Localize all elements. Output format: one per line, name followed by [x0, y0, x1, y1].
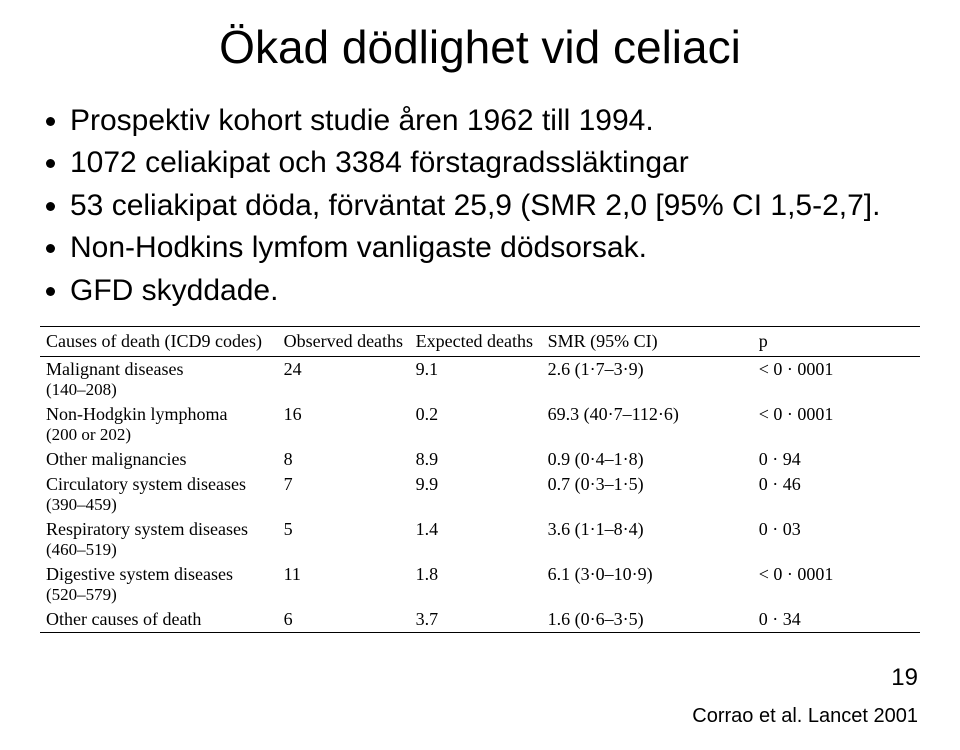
cell-expected: 1.8 — [410, 562, 542, 607]
table-row: Other causes of death63.71.6 (0·6–3·5)0 … — [40, 607, 920, 633]
cell-p: 0 · 94 — [753, 447, 920, 472]
bullet-list: Prospektiv kohort studie åren 1962 till … — [40, 102, 920, 310]
table-row: Circulatory system diseases(390–459)79.9… — [40, 472, 920, 517]
cell-observed: 6 — [278, 607, 410, 633]
cell-observed: 7 — [278, 472, 410, 517]
cell-p: < 0 · 0001 — [753, 402, 920, 447]
cell-cause: Digestive system diseases(520–579) — [40, 562, 278, 607]
cell-expected: 0.2 — [410, 402, 542, 447]
mortality-table: Causes of death (ICD9 codes) Observed de… — [40, 326, 920, 633]
cell-cause: Malignant diseases(140–208) — [40, 356, 278, 402]
cell-smr: 2.6 (1·7–3·9) — [542, 356, 753, 402]
cell-p: 0 · 34 — [753, 607, 920, 633]
table-row: Other malignancies88.90.9 (0·4–1·8)0 · 9… — [40, 447, 920, 472]
col-header-cause: Causes of death (ICD9 codes) — [40, 326, 278, 356]
cell-smr: 3.6 (1·1–8·4) — [542, 517, 753, 562]
cell-observed: 5 — [278, 517, 410, 562]
table-row: Digestive system diseases(520–579)111.86… — [40, 562, 920, 607]
cell-p: < 0 · 0001 — [753, 562, 920, 607]
table-row: Non-Hodgkin lymphoma(200 or 202)160.269.… — [40, 402, 920, 447]
cell-cause: Respiratory system diseases(460–519) — [40, 517, 278, 562]
cell-p: 0 · 46 — [753, 472, 920, 517]
slide: Ökad dödlighet vid celiaci Prospektiv ko… — [0, 0, 960, 750]
cell-smr: 69.3 (40·7–112·6) — [542, 402, 753, 447]
bullet-item: 1072 celiakipat och 3384 förstagradssläk… — [70, 144, 920, 182]
cell-smr: 0.7 (0·3–1·5) — [542, 472, 753, 517]
col-header-smr: SMR (95% CI) — [542, 326, 753, 356]
cell-smr: 6.1 (3·0–10·9) — [542, 562, 753, 607]
col-header-expected: Expected deaths — [410, 326, 542, 356]
cell-smr: 1.6 (0·6–3·5) — [542, 607, 753, 633]
cell-expected: 8.9 — [410, 447, 542, 472]
cell-cause: Non-Hodgkin lymphoma(200 or 202) — [40, 402, 278, 447]
cell-observed: 24 — [278, 356, 410, 402]
slide-title: Ökad dödlighet vid celiaci — [40, 20, 920, 74]
cell-p: 0 · 03 — [753, 517, 920, 562]
cell-observed: 16 — [278, 402, 410, 447]
cell-expected: 3.7 — [410, 607, 542, 633]
col-header-observed: Observed deaths — [278, 326, 410, 356]
col-header-p: p — [753, 326, 920, 356]
cell-cause: Other malignancies — [40, 447, 278, 472]
bullet-item: 53 celiakipat döda, förväntat 25,9 (SMR … — [70, 187, 920, 225]
cell-cause: Circulatory system diseases(390–459) — [40, 472, 278, 517]
table-row: Respiratory system diseases(460–519)51.4… — [40, 517, 920, 562]
citation: Corrao et al. Lancet 2001 — [692, 705, 918, 728]
table-header-row: Causes of death (ICD9 codes) Observed de… — [40, 326, 920, 356]
bullet-item: GFD skyddade. — [70, 272, 920, 310]
cell-expected: 9.9 — [410, 472, 542, 517]
table-body: Malignant diseases(140–208)249.12.6 (1·7… — [40, 356, 920, 632]
page-number: 19 — [891, 664, 918, 692]
bullet-item: Prospektiv kohort studie åren 1962 till … — [70, 102, 920, 140]
cell-expected: 1.4 — [410, 517, 542, 562]
bullet-item: Non-Hodkins lymfom vanligaste dödsorsak. — [70, 229, 920, 267]
cell-cause: Other causes of death — [40, 607, 278, 633]
cell-p: < 0 · 0001 — [753, 356, 920, 402]
cell-smr: 0.9 (0·4–1·8) — [542, 447, 753, 472]
table-row: Malignant diseases(140–208)249.12.6 (1·7… — [40, 356, 920, 402]
cell-observed: 11 — [278, 562, 410, 607]
cell-observed: 8 — [278, 447, 410, 472]
cell-expected: 9.1 — [410, 356, 542, 402]
